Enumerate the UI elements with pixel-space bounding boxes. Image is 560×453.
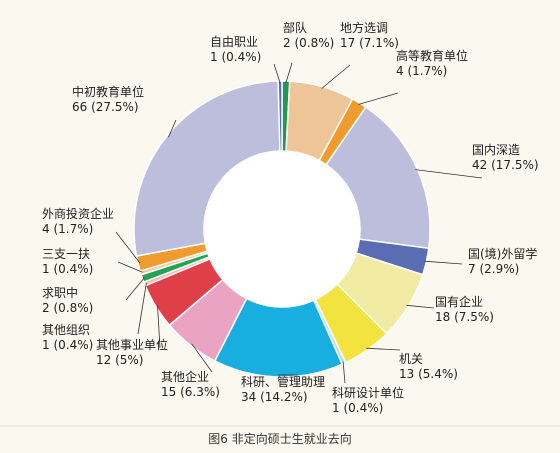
slice-value-label: 4 (1.7%) (396, 64, 447, 78)
leader-line (321, 64, 351, 89)
slice-value-label: 4 (1.7%) (42, 222, 93, 236)
slice-name-label: 其他事业单位 (96, 337, 168, 352)
slice-value-label: 18 (7.5%) (435, 310, 494, 324)
leader-line (366, 347, 401, 351)
leader-line (115, 231, 141, 264)
slice-value-label: 1 (0.4%) (332, 401, 383, 415)
slice-value-label: 42 (17.5%) (472, 158, 539, 172)
leader-line (424, 260, 463, 265)
leader-line (358, 92, 399, 105)
slice-name-label: 其他组织 (42, 323, 90, 337)
slice-value-label: 2 (0.8%) (283, 36, 334, 50)
slice-name-label: 高等教育单位 (396, 48, 468, 63)
figure-caption: 图6 非定向硕士生就业去向 (208, 431, 351, 446)
donut-slice (325, 105, 431, 250)
slice-name-label: 自由职业 (210, 35, 258, 49)
leader-line (406, 304, 435, 309)
slice-value-label: 2 (0.8%) (42, 301, 93, 315)
leader-line (342, 361, 346, 384)
leader-line (137, 283, 147, 335)
leader-line-group (115, 62, 483, 384)
leader-line (125, 277, 145, 301)
donut-hole (205, 152, 359, 306)
leader-line (415, 169, 483, 179)
slice-group (133, 80, 431, 378)
slice-value-label: 17 (7.1%) (340, 36, 399, 50)
slice-value-label: 15 (6.3%) (161, 385, 220, 399)
slice-name-label: 地方选调 (340, 20, 388, 35)
slice-value-label: 1 (0.4%) (210, 50, 261, 64)
slice-value-label: 12 (5%) (96, 353, 143, 367)
leader-line (191, 343, 213, 373)
slice-name-label: 其他企业 (161, 369, 209, 384)
slice-value-label: 7 (2.9%) (468, 262, 519, 276)
slice-value-label: 13 (5.4%) (399, 367, 458, 381)
slice-name-label: 国有企业 (435, 294, 483, 309)
slice-value-label: 1 (0.4%) (42, 338, 93, 352)
slice-name-label: 外商投资企业 (42, 206, 114, 221)
slice-name-label: 机关 (399, 352, 423, 366)
slice-name-label: 部队 (283, 20, 307, 35)
slice-name-label: 中初教育单位 (72, 84, 144, 99)
slice-name-label: 求职中 (42, 285, 78, 300)
leader-line (168, 119, 177, 138)
slice-name-label: 科研、管理助理 (241, 374, 325, 389)
leader-line (117, 261, 143, 273)
leader-line (273, 63, 281, 84)
slice-name-label: 国(境)外留学 (468, 246, 537, 261)
slice-name-label: 科研设计单位 (332, 385, 404, 400)
slice-value-label: 1 (0.4%) (42, 262, 93, 276)
leader-line (157, 305, 161, 349)
slice-name-label: 国内深造 (472, 143, 520, 157)
leader-line (285, 62, 293, 84)
slice-name-label: 三支一扶 (42, 246, 90, 261)
slice-value-label: 34 (14.2%) (241, 390, 308, 404)
slice-value-label: 66 (27.5%) (72, 100, 139, 114)
donut-slice (133, 80, 281, 257)
